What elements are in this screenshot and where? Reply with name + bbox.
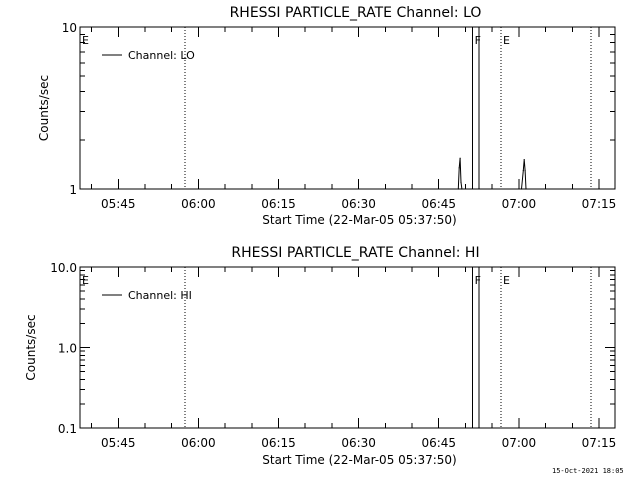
x-tick-label: 06:15 bbox=[261, 197, 296, 211]
x-tick-label: 06:15 bbox=[261, 436, 296, 450]
x-tick-label: 07:00 bbox=[502, 436, 537, 450]
data-point bbox=[525, 188, 527, 190]
y-axis-label: Counts/sec bbox=[37, 75, 51, 141]
data-point bbox=[520, 188, 523, 190]
x-tick-label: 07:00 bbox=[502, 197, 537, 211]
x-tick-label: 06:30 bbox=[341, 436, 376, 450]
x-tick-label: 06:30 bbox=[341, 197, 376, 211]
footer-date: 15-Oct-2021 18:05 bbox=[552, 467, 624, 475]
chart-title: RHESSI PARTICLE_RATE Channel: LO bbox=[230, 5, 482, 21]
event-marker-label: E bbox=[503, 274, 510, 287]
legend-label: Channel: HI bbox=[128, 289, 192, 302]
x-tick-label: 06:00 bbox=[181, 436, 216, 450]
y-axis-label: Counts/sec bbox=[24, 314, 38, 380]
data-point bbox=[457, 188, 459, 190]
x-tick-label: 06:45 bbox=[421, 436, 456, 450]
chart-panel-1: RHESSI PARTICLE_RATE Channel: LO 1 10 05:45… bbox=[37, 5, 616, 227]
data-point bbox=[460, 181, 462, 183]
x-tick-label: 05:45 bbox=[101, 436, 136, 450]
data-point bbox=[458, 167, 460, 169]
y-tick-label: 0.1 bbox=[58, 422, 77, 436]
event-marker-label: F bbox=[475, 34, 481, 47]
data-point bbox=[459, 157, 461, 159]
y-tick-label: 1 bbox=[69, 183, 77, 197]
data-point bbox=[461, 188, 463, 190]
plot-frame bbox=[79, 26, 616, 190]
event-marker-label: E bbox=[82, 34, 89, 47]
x-axis-label: Start Time (22-Mar-05 05:37:50) bbox=[262, 213, 456, 227]
y-tick-label: 10 bbox=[62, 21, 77, 35]
legend-label: Channel: LO bbox=[128, 49, 195, 62]
data-point bbox=[522, 169, 524, 172]
x-tick-label: 06:45 bbox=[421, 197, 456, 211]
x-axis-label: Start Time (22-Mar-05 05:37:50) bbox=[262, 453, 456, 467]
y-tick-label: 10.0 bbox=[50, 261, 77, 275]
x-tick-label: 06:00 bbox=[181, 197, 216, 211]
x-tick-label: 07:15 bbox=[582, 197, 617, 211]
y-tick-label: 1.0 bbox=[58, 342, 77, 356]
event-marker-label: E bbox=[82, 274, 89, 287]
chart-panel-2: RHESSI PARTICLE_RATE Channel: HI 0.1 1.0 10… bbox=[24, 245, 616, 467]
event-marker-label: E bbox=[503, 34, 510, 47]
chart-title: RHESSI PARTICLE_RATE Channel: HI bbox=[231, 245, 479, 261]
x-tick-label: 07:15 bbox=[582, 436, 617, 450]
data-point bbox=[523, 158, 525, 161]
event-marker-label: F bbox=[475, 274, 481, 287]
data-point bbox=[524, 169, 526, 172]
x-tick-label: 05:45 bbox=[101, 197, 136, 211]
